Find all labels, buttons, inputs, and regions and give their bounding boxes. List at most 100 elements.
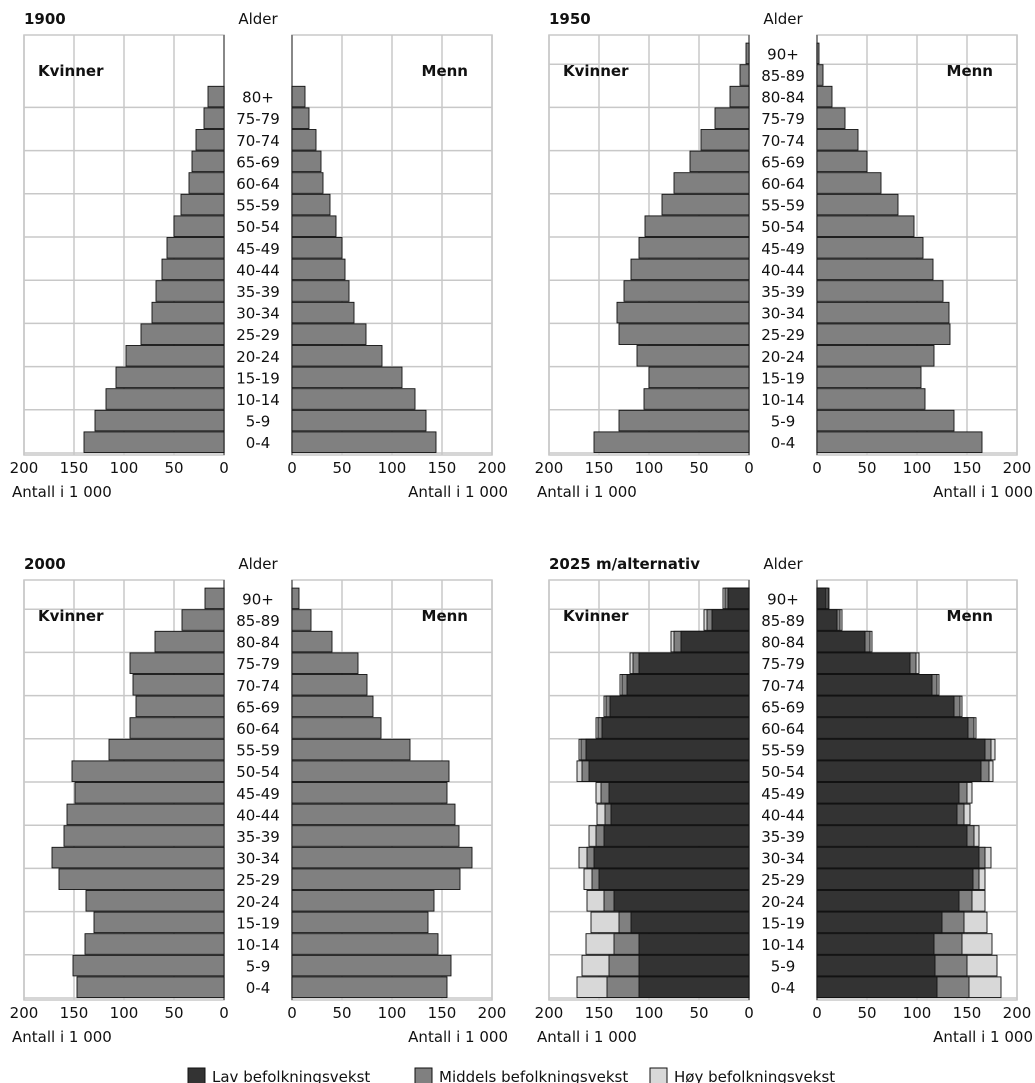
x-tick-label-left: 200 [535,1004,564,1022]
bar-kvinner-80+ [207,85,225,108]
bar-kvinner-35-39 [155,280,225,302]
age-label: 75-79 [761,110,805,128]
bar-kvinner-70-74 [132,674,225,696]
legend-swatch [649,1067,668,1083]
x-tick-label-right: 0 [812,1004,822,1022]
x-tick-label-left: 150 [585,459,614,477]
bar-kvinner-65-69 [135,695,225,718]
x-tick-label-right: 100 [378,459,407,477]
legend-label: Høy befolkningsvekst [674,1068,835,1083]
x-tick-label-left: 100 [110,459,139,477]
bar-kvinner-lav-30-34 [593,846,750,869]
bar-menn-70-74 [816,129,859,151]
bar-menn-55-59 [291,738,411,761]
bar-menn-65-69 [816,150,868,173]
bar-kvinner-5-9 [94,409,225,432]
age-label: 70-74 [236,132,280,150]
age-label: 20-24 [236,348,280,366]
age-axis-label: Alder [763,555,803,573]
bar-kvinner-65-69 [191,150,225,173]
age-label: 90+ [767,45,799,63]
x-tick-label-left: 0 [219,459,229,477]
bar-menn-15-19 [816,366,922,389]
bar-menn-80+ [291,85,306,108]
age-label: 35-39 [761,283,805,301]
bar-menn-35-39 [291,280,350,302]
legend-label: Lav befolkningsvekst [212,1068,370,1083]
pyramid-title: 2025 m/alternativ [549,555,700,573]
x-tick-label-right: 200 [478,459,507,477]
bar-kvinner-60-64 [129,717,225,739]
bar-menn-5-9 [291,409,427,432]
age-label: 30-34 [236,850,280,868]
legend-swatch [187,1067,206,1083]
bar-kvinner-25-29 [140,323,225,345]
bar-menn-20-24 [816,345,935,367]
x-tick-label-left: 150 [60,459,89,477]
men-label: Menn [947,607,993,625]
x-tick-label-left: 0 [744,1004,754,1022]
bar-kvinner-70-74 [195,129,225,151]
x-tick-label-right: 100 [903,1004,932,1022]
age-label: 65-69 [236,153,280,171]
x-tick-label-left: 200 [535,459,564,477]
bar-menn-75-79 [291,652,359,674]
bar-kvinner-lav-40-44 [610,803,750,826]
bar-menn-lav-15-19 [816,911,943,934]
age-label: 85-89 [761,67,805,85]
age-label: 80-84 [761,634,805,652]
age-label: 85-89 [761,612,805,630]
age-label: 5-9 [771,413,796,431]
x-tick-label-left: 150 [60,1004,89,1022]
bar-kvinner-25-29 [618,323,750,345]
age-label: 55-59 [761,197,805,215]
bar-menn-85-89 [291,609,312,631]
legend-swatch [414,1067,433,1083]
bar-menn-40-44 [291,258,346,281]
bar-kvinner-lav-25-29 [598,868,750,890]
age-label: 5-9 [771,958,796,976]
x-tick-label-left: 0 [744,459,754,477]
bar-kvinner-70-74 [700,129,750,151]
age-label: 20-24 [236,893,280,911]
pyramid-0: 0-4 5-9 10-14 15-19 20-24 25-29 30-34 35-39 40-4… [10,10,508,501]
men-label: Menn [422,607,468,625]
age-label: 15-19 [761,914,805,932]
x-tick-label-left: 50 [689,459,708,477]
bar-menn-10-14 [816,388,926,410]
x-axis-label-left: Antall i 1 000 [12,1028,112,1046]
bar-kvinner-5-9 [72,954,225,977]
age-label: 15-19 [761,369,805,387]
bar-menn-lav-60-64 [816,717,969,739]
age-label: 10-14 [761,936,805,954]
bar-menn-45-49 [816,237,924,259]
bar-kvinner-30-34 [51,846,225,869]
age-label: 50-54 [761,763,805,781]
bar-kvinner-lav-20-24 [613,890,750,912]
bar-menn-65-69 [291,695,374,718]
bar-kvinner-10-14 [84,933,225,955]
bar-kvinner-lav-35-39 [603,825,750,847]
age-label: 25-29 [761,871,805,889]
x-tick-label-right: 150 [428,459,457,477]
age-label: 65-69 [761,153,805,171]
x-axis-label-right: Antall i 1 000 [408,483,508,501]
bar-menn-35-39 [816,280,944,302]
bar-menn-lav-40-44 [816,803,958,826]
age-label: 40-44 [761,261,805,279]
bar-kvinner-60-64 [188,172,225,194]
bar-menn-60-64 [816,172,882,194]
age-label: 30-34 [236,305,280,323]
age-label: 45-49 [236,785,280,803]
bar-kvinner-lav-10-14 [638,933,750,955]
bar-menn-65-69 [291,150,322,173]
bar-kvinner-50-54 [71,760,225,782]
bar-menn-40-44 [291,803,456,826]
age-label: 70-74 [761,677,805,695]
bar-kvinner-75-79 [714,107,750,129]
bar-menn-lav-85-89 [816,609,838,631]
age-label: 0-4 [771,979,796,997]
bar-kvinner-60-64 [673,172,750,194]
pyramid-title: 1900 [24,10,66,28]
age-label: 75-79 [761,655,805,673]
